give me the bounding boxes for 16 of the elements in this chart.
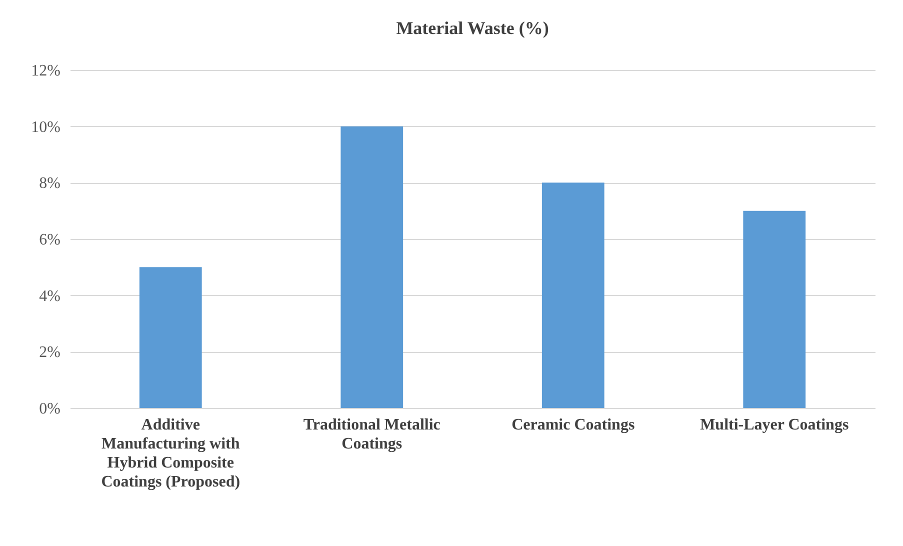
x-tick-label: Multi-Layer Coatings [700,416,849,434]
chart-title: Material Waste (%) [396,18,549,38]
bar [743,210,806,408]
y-tick-label: 4% [39,288,60,305]
bar [139,267,202,408]
x-tick-label: Additive Manufacturing with Hybrid Composite Coatings (Proposed) [101,416,240,490]
y-tick-label: 2% [39,344,60,362]
x-tick-label: Traditional Metallic Coatings [303,416,440,452]
y-tick-label: 10% [31,118,60,136]
y-tick-label: 8% [39,175,60,192]
y-tick-label: 6% [39,232,60,248]
x-tick-label: Ceramic Coatings [512,416,635,434]
y-tick-label: 0% [39,400,60,418]
bar [542,182,604,408]
bar [340,126,404,408]
y-tick-label: 12% [31,62,60,80]
